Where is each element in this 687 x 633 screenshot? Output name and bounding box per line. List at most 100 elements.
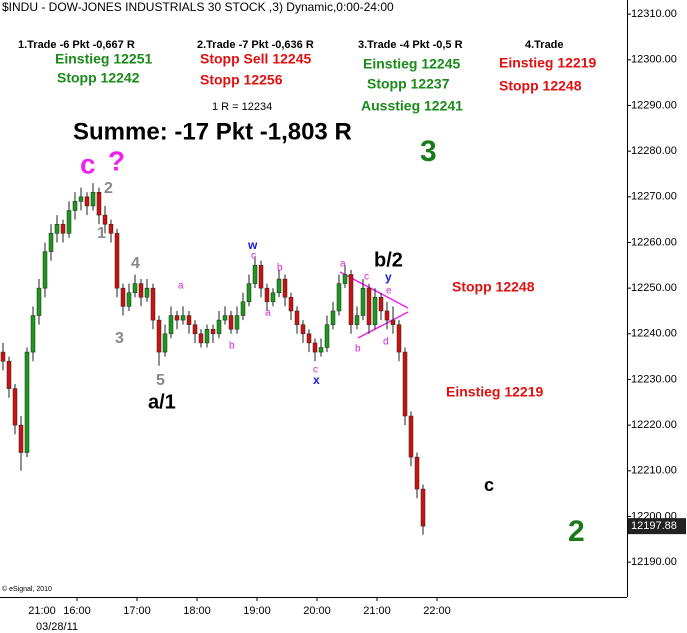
candle-body [324, 324, 330, 348]
annotation: Stopp 12256 [200, 72, 283, 88]
candle-body [408, 415, 414, 458]
annotation: 1 R = 12234 [212, 101, 272, 113]
candle-body [390, 319, 396, 325]
candle-body [294, 310, 300, 325]
candle-body [402, 351, 408, 417]
annotation: Stopp 12248 [499, 78, 582, 94]
candle-body [180, 315, 186, 321]
x-tick-label: 20:00 [303, 605, 331, 617]
y-tick-label: 12190.00 [631, 556, 677, 568]
candle-body [102, 214, 108, 225]
y-tick-label: 12290.00 [631, 99, 677, 111]
annotation: 3.Trade -4 Pkt -0,5 R [358, 39, 463, 51]
annotation: 2 [568, 515, 585, 548]
x-tick-label: 21:00 [363, 605, 391, 617]
annotation: 3 [420, 135, 437, 168]
candle-body [348, 274, 354, 325]
candle-body [144, 287, 150, 298]
annotation: c [251, 251, 256, 262]
candle-body [24, 351, 30, 453]
candle-body [264, 287, 270, 303]
annotation: 2 [104, 180, 113, 197]
candle-body [72, 201, 78, 211]
y-tick-label: 12280.00 [631, 145, 677, 157]
annotation: 5 [156, 372, 165, 389]
candle-body [306, 333, 312, 344]
candle-body [30, 315, 36, 353]
candle-body [6, 360, 12, 389]
annotation: Stopp 12237 [367, 76, 450, 92]
candle-body [126, 292, 132, 307]
annotation: Einstieg 12251 [55, 51, 152, 67]
annotation: b/2 [374, 249, 403, 271]
candle-body [12, 388, 18, 426]
annotation: Einstieg 12219 [499, 55, 596, 71]
annotation: Stopp 12248 [452, 279, 535, 295]
candle-body [90, 191, 96, 207]
candle-body [366, 287, 372, 325]
candle-body [258, 265, 264, 289]
candle-body [198, 333, 204, 344]
candle-body [138, 283, 144, 298]
candle-body [162, 333, 168, 353]
candle-body [414, 456, 420, 490]
annotation: Einstieg 12245 [363, 56, 460, 72]
y-tick-label: 12240.00 [631, 328, 677, 340]
candle-body [42, 251, 48, 289]
candle-body [216, 319, 222, 335]
annotation: e [386, 286, 392, 297]
candle-body [372, 297, 378, 325]
candle-body [78, 196, 84, 202]
candle-body [234, 315, 240, 330]
annotation: a [340, 259, 346, 270]
candle-body [420, 488, 426, 527]
candle-body [318, 347, 324, 353]
x-tick-label: 16:00 [63, 605, 91, 617]
annotation: Stopp 12242 [57, 70, 140, 86]
annotation: Stopp Sell 12245 [200, 51, 311, 67]
candle-body [240, 301, 246, 316]
candle-body [360, 287, 366, 316]
annotation: c [484, 475, 494, 495]
y-tick-label: 12210.00 [631, 465, 677, 477]
annotation: x [313, 373, 320, 387]
triangle-line [357, 311, 409, 339]
annotation: a [265, 308, 271, 319]
candle-body [60, 223, 66, 234]
candle-body [396, 324, 402, 353]
candle-body [114, 233, 120, 289]
candle-body [168, 315, 174, 335]
x-tick-label: 17:00 [123, 605, 151, 617]
candle-body [66, 210, 72, 234]
candle-body [276, 278, 282, 293]
annotation: b [355, 344, 361, 355]
y-tick-label: 12310.00 [631, 8, 677, 20]
x-tick-label: 18:00 [183, 605, 211, 617]
x-tick-label: 22:00 [423, 605, 451, 617]
candle-body [156, 319, 162, 353]
candle-body [18, 424, 24, 453]
x-tick-label: 19:00 [243, 605, 271, 617]
annotation: y [385, 270, 392, 284]
candle-body [54, 223, 60, 234]
annotation: Summe: -17 Pkt -1,803 R [73, 118, 352, 145]
candle-body [270, 292, 276, 303]
candle-body [222, 315, 228, 321]
y-tick-label: 12220.00 [631, 419, 677, 431]
candle-body [342, 274, 348, 284]
candle-body [228, 315, 234, 330]
annotation: c [364, 272, 369, 283]
candle-body [312, 342, 318, 353]
candle-body [384, 310, 390, 321]
annotation: 3 [115, 330, 124, 347]
annotation: 4.Trade [525, 39, 564, 51]
y-tick-label: 12230.00 [631, 373, 677, 385]
annotation: a [178, 281, 184, 292]
candle-body [204, 328, 210, 344]
annotation: 2.Trade -7 Pkt -0,636 R [197, 39, 314, 51]
annotation: 1.Trade -6 Pkt -0,667 R [18, 39, 135, 51]
candle-body [246, 283, 252, 303]
y-tick-label: 12300.00 [631, 54, 677, 66]
candle-body [108, 223, 114, 234]
